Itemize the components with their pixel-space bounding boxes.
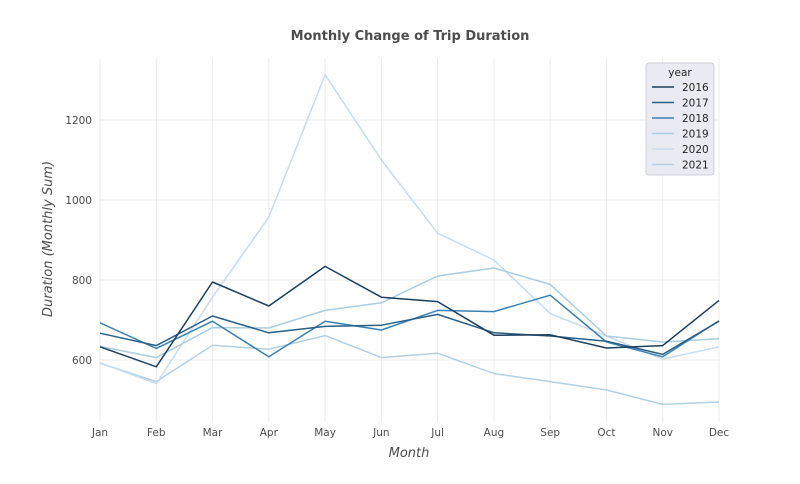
y-tick-label: 1200	[65, 115, 92, 127]
legend: year 2016 2017 2018 2019 2020 2021	[645, 62, 715, 176]
x-tick-label: Feb	[147, 427, 166, 439]
x-tick-label: Sep	[540, 427, 560, 439]
x-axis-label: Month	[389, 446, 430, 461]
tick-labels: Jan Feb Mar Apr May Jun Jul Aug Sep Oct Nov Dec 600 8…	[65, 115, 729, 439]
x-tick-label: Oct	[597, 427, 615, 439]
x-tick-label: May	[314, 427, 336, 439]
legend-label: 2016	[682, 82, 709, 94]
y-tick-label: 800	[72, 275, 92, 287]
x-tick-label: Apr	[260, 427, 279, 439]
y-axis-label: Duration (Monthly Sum)	[41, 161, 56, 317]
legend-box	[645, 62, 715, 176]
y-tick-label: 600	[72, 355, 92, 367]
x-tick-label: Dec	[709, 427, 730, 439]
series-line-2021	[99, 334, 720, 406]
x-tick-label: Jan	[91, 427, 108, 439]
series-line-2019	[99, 267, 720, 359]
x-tick-label: Mar	[203, 427, 223, 439]
legend-label: 2019	[682, 129, 709, 141]
legend-title: year	[668, 67, 692, 79]
series-lines	[99, 74, 720, 406]
series-line-2017	[99, 313, 720, 356]
legend-items: 2016 2017 2018 2019 2020 2021	[652, 82, 709, 172]
legend-label: 2018	[682, 113, 709, 125]
x-tick-label: Aug	[484, 427, 505, 439]
legend-label: 2020	[682, 144, 709, 156]
x-tick-label: Jul	[430, 427, 444, 439]
legend-label: 2021	[682, 160, 709, 172]
series-line-2016	[99, 265, 720, 368]
x-tick-label: Jun	[372, 427, 389, 439]
chart-title: Monthly Change of Trip Duration	[291, 29, 530, 44]
legend-label: 2017	[682, 98, 709, 110]
grid	[99, 58, 720, 422]
y-tick-label: 1000	[65, 195, 92, 207]
series-line-2020	[99, 74, 720, 385]
x-tick-label: Nov	[652, 427, 673, 439]
